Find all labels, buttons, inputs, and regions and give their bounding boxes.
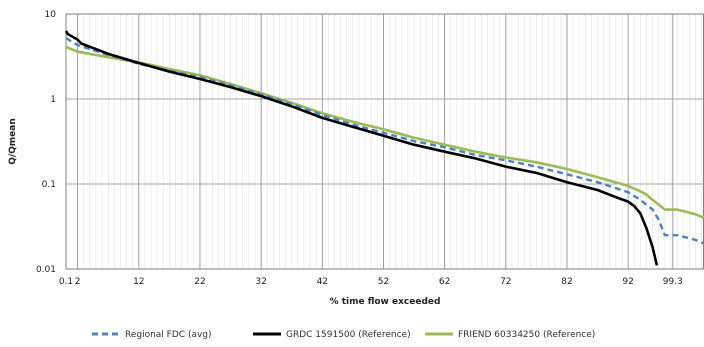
x-tick-label: 62 bbox=[439, 277, 450, 287]
major-gridlines bbox=[65, 13, 704, 270]
y-axis-tick-labels: 10 1 0.1 0.01 bbox=[36, 10, 56, 275]
minor-gridlines bbox=[77, 14, 702, 269]
x-axis-title: % time flow exceeded bbox=[330, 297, 441, 307]
x-tick-label: 12 bbox=[133, 277, 144, 287]
x-tick-label: 22 bbox=[194, 277, 205, 287]
x-tick-label: 72 bbox=[500, 277, 511, 287]
y-tick-label: 0.1 bbox=[42, 180, 56, 190]
legend-label-grdc: GRDC 1591500 (Reference) bbox=[286, 330, 411, 340]
legend-item-grdc: GRDC 1591500 (Reference) bbox=[253, 330, 411, 340]
plot-area-frame bbox=[65, 13, 704, 270]
x-tick-label: 2 bbox=[75, 277, 81, 287]
y-axis-title: Q/Qmean bbox=[8, 118, 18, 165]
legend-label-friend: FRIEND 60334250 (Reference) bbox=[458, 330, 595, 340]
x-tick-label: 32 bbox=[255, 277, 266, 287]
series-line-0 bbox=[65, 37, 704, 245]
chart-legend: Regional FDC (avg) GRDC 1591500 (Referen… bbox=[92, 330, 595, 340]
legend-label-regional-fdc: Regional FDC (avg) bbox=[125, 330, 212, 340]
x-axis-tick-labels: 0.1 2 12 22 32 42 52 62 72 82 92 99.3 bbox=[59, 277, 683, 287]
y-tick-label: 1 bbox=[50, 95, 56, 105]
legend-item-regional-fdc: Regional FDC (avg) bbox=[92, 330, 212, 340]
x-tick-label: 52 bbox=[378, 277, 389, 287]
x-tick-label: 99.3 bbox=[663, 277, 683, 287]
series-layer bbox=[64, 30, 704, 266]
y-tick-label: 0.01 bbox=[36, 265, 56, 275]
legend-item-friend: FRIEND 60334250 (Reference) bbox=[425, 330, 595, 340]
x-tick-label: 82 bbox=[561, 277, 572, 287]
x-tick-label: 42 bbox=[317, 277, 328, 287]
y-tick-label: 10 bbox=[45, 10, 57, 20]
x-tick-label: 0.1 bbox=[59, 277, 73, 287]
series-line-2 bbox=[65, 45, 704, 220]
x-tick-label: 92 bbox=[622, 277, 633, 287]
series-line-1 bbox=[64, 30, 659, 266]
